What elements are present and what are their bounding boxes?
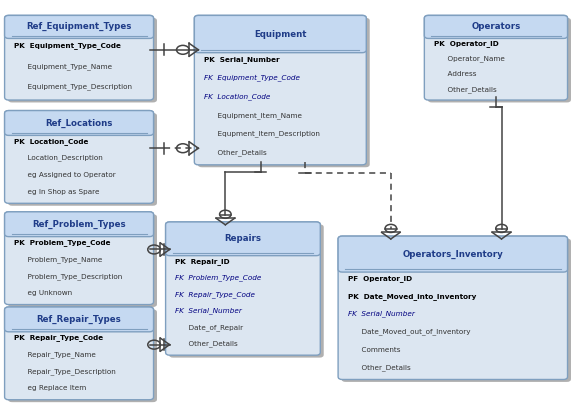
- Text: PF  Operator_ID: PF Operator_ID: [348, 275, 412, 281]
- Text: Repair_Type_Description: Repair_Type_Description: [14, 368, 116, 375]
- Text: Equipment_Type_Description: Equipment_Type_Description: [14, 83, 132, 90]
- FancyBboxPatch shape: [424, 15, 568, 100]
- Text: eg Replace Item: eg Replace Item: [14, 386, 87, 391]
- FancyBboxPatch shape: [338, 236, 568, 379]
- FancyBboxPatch shape: [166, 222, 320, 256]
- Text: PK  Repair_Type_Code: PK Repair_Type_Code: [14, 334, 104, 341]
- Text: Repairs: Repairs: [224, 234, 262, 243]
- Text: Problem_Type_Description: Problem_Type_Description: [14, 273, 122, 279]
- FancyBboxPatch shape: [5, 15, 154, 38]
- Text: Location_Description: Location_Description: [14, 155, 103, 162]
- Text: Date_Moved_out_of_Inventory: Date_Moved_out_of_Inventory: [348, 328, 470, 335]
- Text: PK  Serial_Number: PK Serial_Number: [204, 56, 280, 63]
- FancyBboxPatch shape: [424, 15, 568, 38]
- FancyBboxPatch shape: [8, 214, 157, 307]
- Text: Equipment_Type_Name: Equipment_Type_Name: [14, 63, 113, 70]
- FancyBboxPatch shape: [428, 18, 571, 102]
- Text: Repair_Type_Name: Repair_Type_Name: [14, 351, 96, 358]
- Text: Equipment_Item_Name: Equipment_Item_Name: [204, 112, 302, 119]
- FancyBboxPatch shape: [5, 111, 154, 135]
- Text: FK  Problem_Type_Code: FK Problem_Type_Code: [175, 274, 262, 281]
- Text: eg In Shop as Spare: eg In Shop as Spare: [14, 189, 100, 195]
- Text: Other_Details: Other_Details: [348, 364, 411, 371]
- FancyBboxPatch shape: [5, 111, 154, 203]
- FancyBboxPatch shape: [169, 224, 324, 358]
- Text: FK  Serial_Number: FK Serial_Number: [348, 311, 415, 318]
- Text: PK  Date_Moved_into_Inventory: PK Date_Moved_into_Inventory: [348, 293, 476, 300]
- FancyBboxPatch shape: [8, 113, 157, 206]
- FancyBboxPatch shape: [5, 15, 154, 100]
- Text: Ref_Problem_Types: Ref_Problem_Types: [32, 220, 126, 229]
- Text: PK  Location_Code: PK Location_Code: [14, 138, 89, 145]
- FancyBboxPatch shape: [5, 212, 154, 237]
- Text: Other_Details: Other_Details: [434, 86, 497, 93]
- FancyBboxPatch shape: [5, 212, 154, 305]
- Text: Address: Address: [434, 71, 477, 77]
- FancyBboxPatch shape: [5, 307, 154, 332]
- Text: FK  Repair_Type_Code: FK Repair_Type_Code: [175, 291, 255, 298]
- Text: FK  Serial_Number: FK Serial_Number: [175, 307, 242, 314]
- Text: Operator_Name: Operator_Name: [434, 55, 505, 62]
- FancyBboxPatch shape: [198, 18, 370, 167]
- Text: eg Assigned to Operator: eg Assigned to Operator: [14, 172, 116, 178]
- FancyBboxPatch shape: [194, 15, 366, 53]
- Text: Ref_Repair_Types: Ref_Repair_Types: [37, 315, 121, 324]
- Text: eg Unknown: eg Unknown: [14, 290, 72, 296]
- Text: PK  Problem_Type_Code: PK Problem_Type_Code: [14, 239, 111, 246]
- Text: PK  Repair_ID: PK Repair_ID: [175, 258, 230, 264]
- Text: Comments: Comments: [348, 347, 400, 353]
- FancyBboxPatch shape: [194, 15, 366, 165]
- FancyBboxPatch shape: [166, 222, 320, 355]
- Text: Equipment: Equipment: [254, 30, 306, 38]
- FancyBboxPatch shape: [5, 307, 154, 400]
- Text: FK  Equipment_Type_Code: FK Equipment_Type_Code: [204, 75, 300, 81]
- Text: Equpment_Item_Description: Equpment_Item_Description: [204, 130, 320, 137]
- Text: FK  Location_Code: FK Location_Code: [204, 93, 270, 100]
- Text: Other_Details: Other_Details: [175, 341, 238, 347]
- Text: Operators: Operators: [472, 22, 520, 32]
- Text: PK  Equipment_Type_Code: PK Equipment_Type_Code: [14, 43, 121, 49]
- Text: Operators_Inventory: Operators_Inventory: [402, 249, 503, 259]
- Text: Problem_Type_Name: Problem_Type_Name: [14, 256, 103, 263]
- Text: Date_of_Repair: Date_of_Repair: [175, 324, 243, 331]
- FancyBboxPatch shape: [338, 236, 568, 272]
- Text: Other_Details: Other_Details: [204, 149, 267, 156]
- FancyBboxPatch shape: [8, 18, 157, 102]
- Text: Ref_Equipment_Types: Ref_Equipment_Types: [26, 22, 132, 32]
- Text: Ref_Locations: Ref_Locations: [45, 118, 113, 128]
- FancyBboxPatch shape: [342, 239, 571, 382]
- Text: PK  Operator_ID: PK Operator_ID: [434, 40, 499, 47]
- FancyBboxPatch shape: [8, 309, 157, 402]
